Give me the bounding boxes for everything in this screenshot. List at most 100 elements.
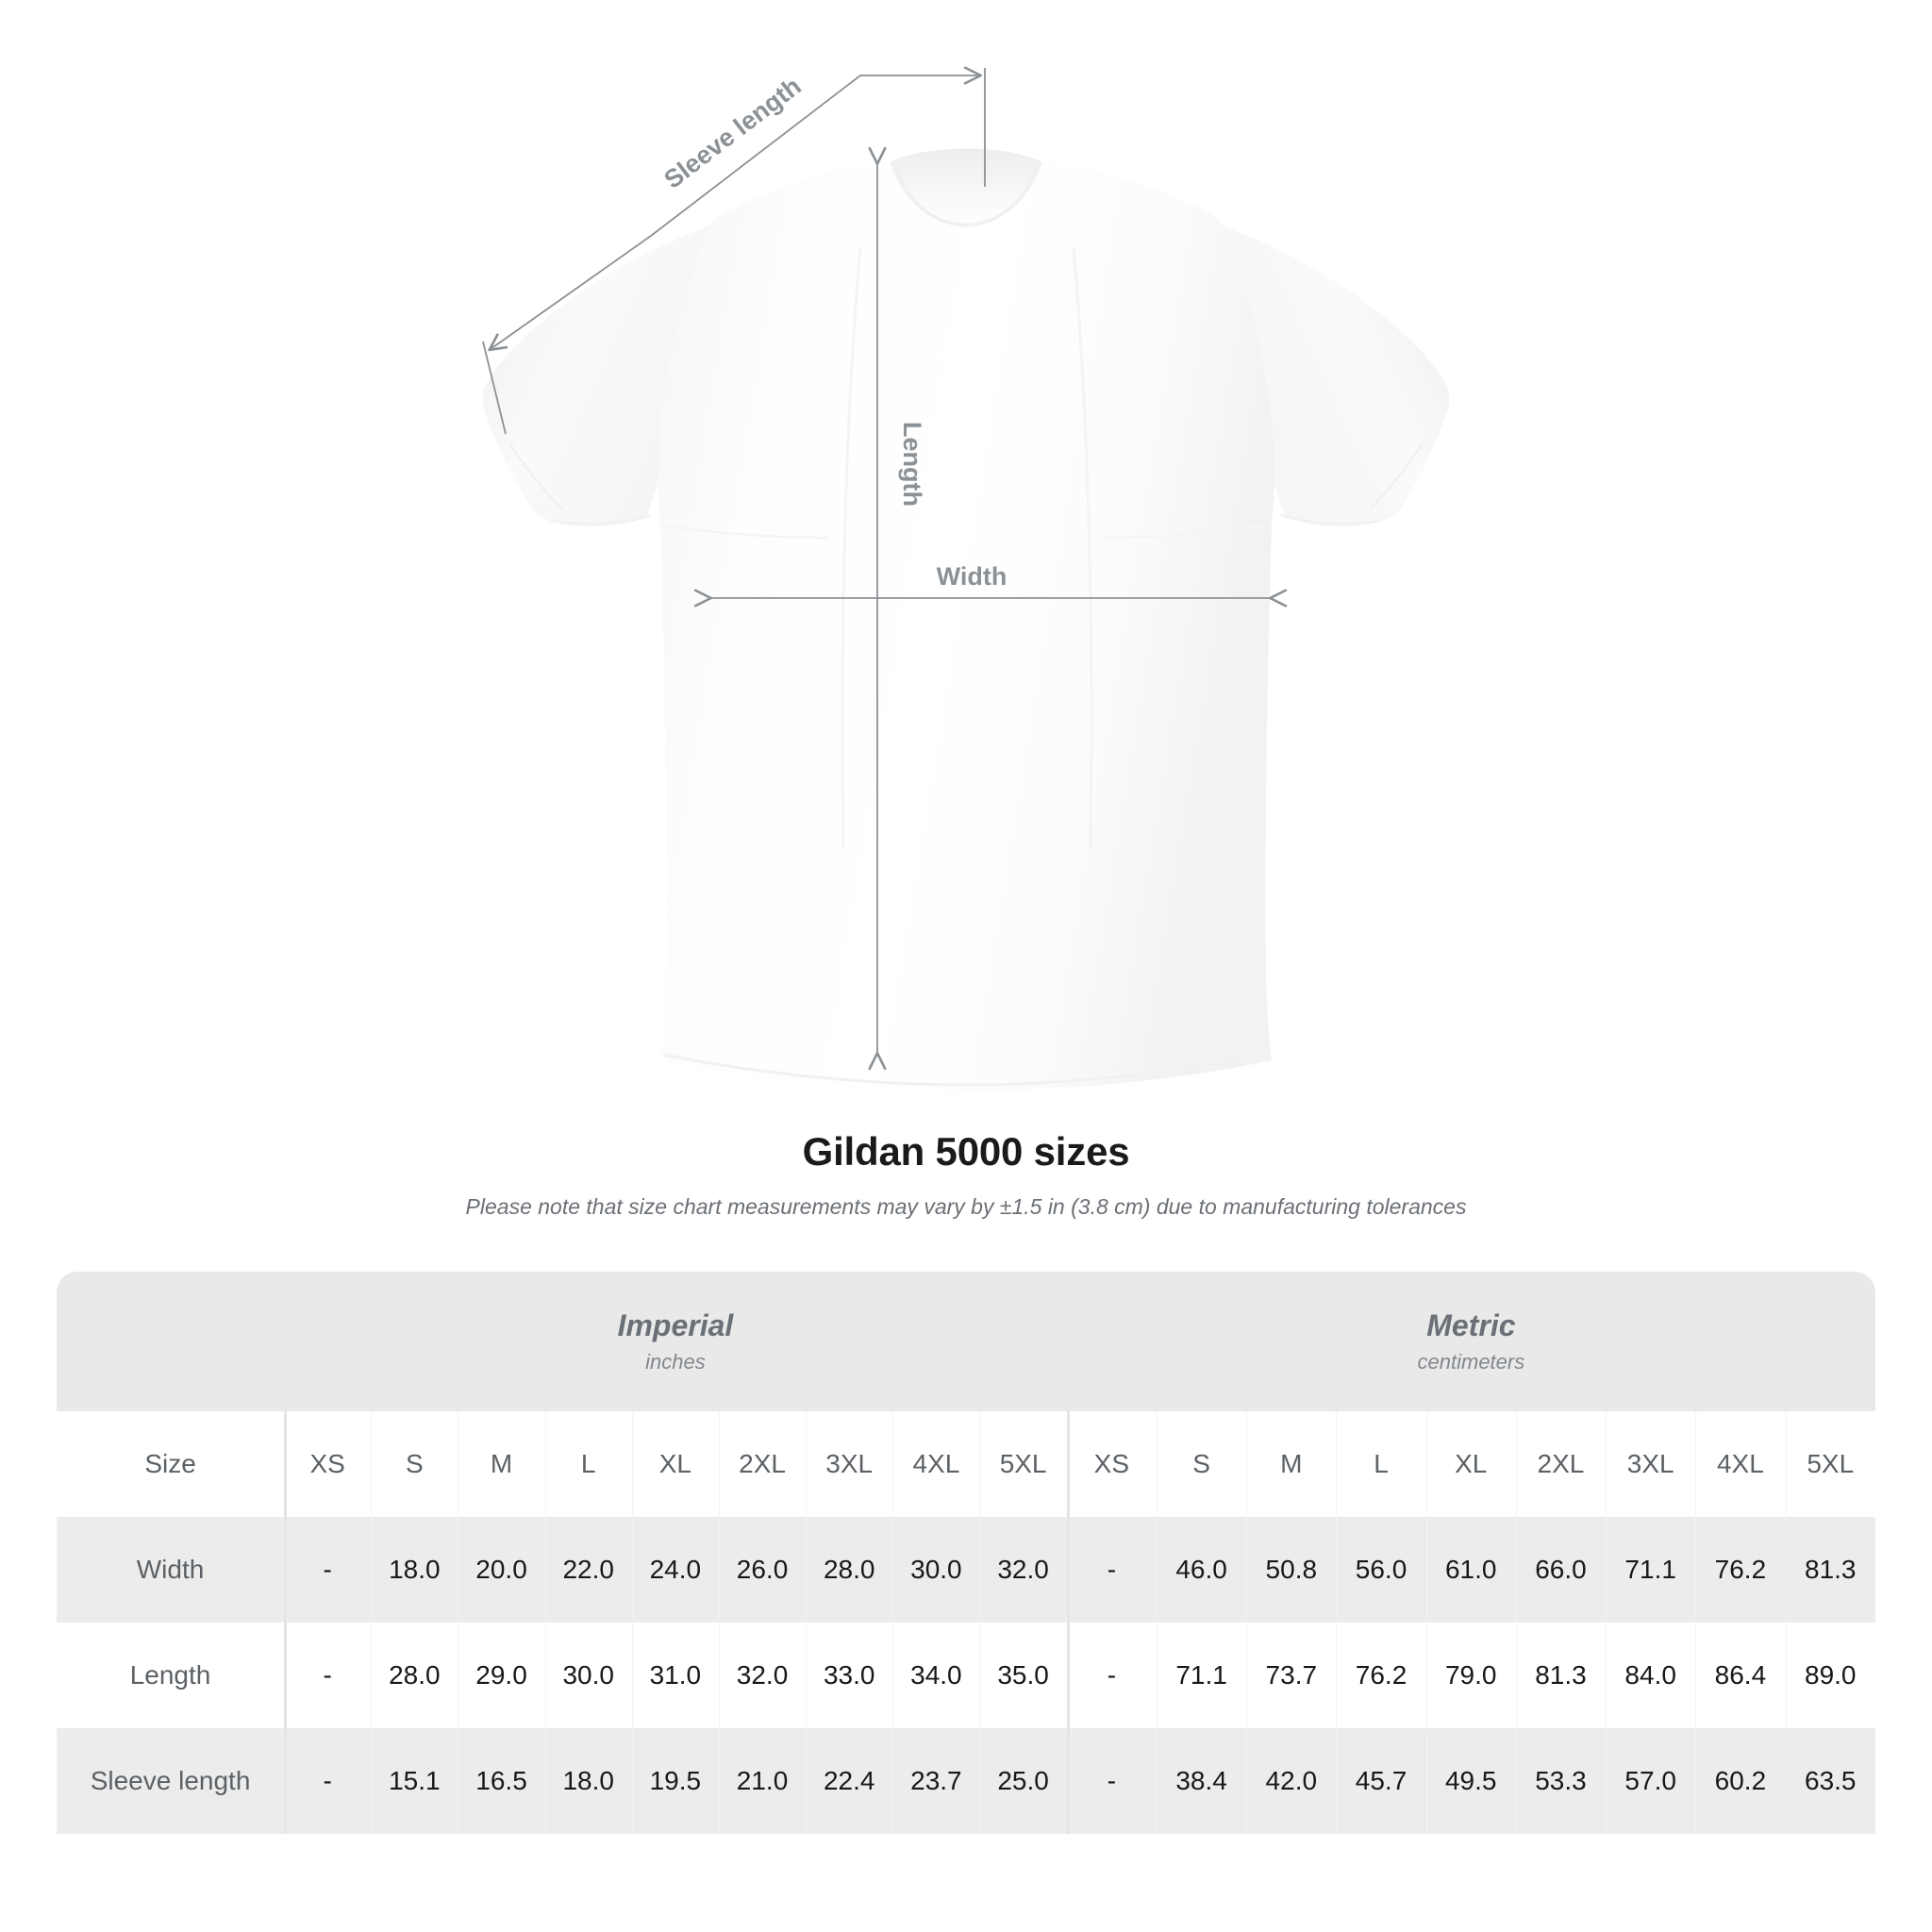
size-header-metric-xs: XS: [1066, 1411, 1157, 1517]
cell-sleeve-metric-xl: 49.5: [1425, 1728, 1516, 1834]
size-header-row: Size XS S M L XL 2XL 3XL 4XL 5XL XS S M …: [57, 1411, 1875, 1517]
title-block: Gildan 5000 sizes Please note that size …: [0, 1129, 1932, 1221]
size-row-label: Size: [57, 1411, 285, 1517]
length-annotation: Length: [868, 146, 926, 1071]
size-header-metric-4xl: 4XL: [1695, 1411, 1786, 1517]
cell-width-metric-5xl: 81.3: [1785, 1517, 1875, 1623]
size-header-imperial-5xl: 5XL: [979, 1411, 1067, 1517]
row-label-length: Length: [57, 1623, 285, 1728]
cell-width-imperial-l: 22.0: [544, 1517, 632, 1623]
cell-width-metric-xs: -: [1066, 1517, 1157, 1623]
cell-sleeve-imperial-5xl: 25.0: [979, 1728, 1067, 1834]
cell-width-metric-l: 56.0: [1336, 1517, 1426, 1623]
size-header-imperial-s: S: [371, 1411, 458, 1517]
cell-length-imperial-l: 30.0: [544, 1623, 632, 1728]
size-table-wrapper: Imperial inches Metric centimeters Size …: [57, 1272, 1875, 1834]
cell-width-metric-2xl: 66.0: [1515, 1517, 1607, 1623]
cell-length-imperial-4xl: 34.0: [892, 1623, 980, 1728]
cell-length-metric-2xl: 81.3: [1515, 1623, 1607, 1728]
tolerance-note: Please note that size chart measurements…: [465, 1194, 1467, 1220]
size-header-imperial-xs: XS: [284, 1411, 372, 1517]
cell-sleeve-metric-2xl: 53.3: [1515, 1728, 1607, 1834]
size-header-metric-m: M: [1246, 1411, 1337, 1517]
cell-width-imperial-s: 18.0: [371, 1517, 458, 1623]
cell-width-imperial-4xl: 30.0: [892, 1517, 980, 1623]
cell-sleeve-imperial-3xl: 22.4: [806, 1728, 893, 1834]
cell-sleeve-imperial-4xl: 23.7: [892, 1728, 980, 1834]
cell-sleeve-metric-xs: -: [1066, 1728, 1157, 1834]
size-header-imperial-xl: XL: [631, 1411, 719, 1517]
cell-length-imperial-3xl: 33.0: [806, 1623, 893, 1728]
cell-length-metric-3xl: 84.0: [1606, 1623, 1696, 1728]
cell-width-metric-3xl: 71.1: [1606, 1517, 1696, 1623]
row-label-width: Width: [57, 1517, 285, 1623]
cell-width-imperial-xl: 24.0: [631, 1517, 719, 1623]
unit-metric-sub: centimeters: [1417, 1349, 1525, 1374]
cell-length-imperial-xs: -: [284, 1623, 372, 1728]
cell-length-metric-l: 76.2: [1336, 1623, 1426, 1728]
cell-width-metric-m: 50.8: [1246, 1517, 1337, 1623]
size-header-imperial-2xl: 2XL: [718, 1411, 807, 1517]
cell-width-metric-4xl: 76.2: [1695, 1517, 1786, 1623]
size-header-metric-l: L: [1336, 1411, 1426, 1517]
cell-sleeve-metric-l: 45.7: [1336, 1728, 1426, 1834]
unit-metric-name: Metric: [1426, 1307, 1516, 1342]
cell-length-metric-4xl: 86.4: [1695, 1623, 1786, 1728]
size-table: Imperial inches Metric centimeters Size …: [57, 1272, 1875, 1834]
cell-length-metric-xl: 79.0: [1425, 1623, 1516, 1728]
cell-length-imperial-xl: 31.0: [631, 1623, 719, 1728]
page-title: Gildan 5000 sizes: [802, 1129, 1130, 1174]
cell-length-imperial-s: 28.0: [371, 1623, 458, 1728]
width-annotation: Width: [693, 562, 1288, 608]
cell-sleeve-imperial-l: 18.0: [544, 1728, 632, 1834]
cell-length-metric-5xl: 89.0: [1785, 1623, 1875, 1728]
table-row: Length - 28.0 29.0 30.0 31.0 32.0 33.0 3…: [57, 1623, 1875, 1728]
size-header-imperial-m: M: [458, 1411, 545, 1517]
cell-sleeve-metric-3xl: 57.0: [1606, 1728, 1696, 1834]
cell-width-imperial-3xl: 28.0: [806, 1517, 893, 1623]
cell-width-imperial-xs: -: [284, 1517, 372, 1623]
cell-sleeve-metric-s: 38.4: [1156, 1728, 1247, 1834]
size-header-metric-3xl: 3XL: [1606, 1411, 1696, 1517]
width-label: Width: [937, 562, 1008, 591]
size-header-metric-5xl: 5XL: [1785, 1411, 1875, 1517]
tshirt-diagram: Sleeve length Length Width: [482, 66, 1449, 1091]
cell-width-imperial-2xl: 26.0: [718, 1517, 807, 1623]
size-header-metric-s: S: [1156, 1411, 1247, 1517]
size-header-metric-xl: XL: [1425, 1411, 1516, 1517]
cell-sleeve-imperial-xl: 19.5: [631, 1728, 719, 1834]
unit-imperial-name: Imperial: [617, 1307, 734, 1342]
cell-width-metric-xl: 61.0: [1425, 1517, 1516, 1623]
unit-spacer-cell: [57, 1272, 285, 1411]
size-header-imperial-3xl: 3XL: [806, 1411, 893, 1517]
size-header-imperial-4xl: 4XL: [892, 1411, 980, 1517]
cell-sleeve-imperial-xs: -: [284, 1728, 372, 1834]
cell-width-imperial-5xl: 32.0: [979, 1517, 1067, 1623]
table-row: Sleeve length - 15.1 16.5 18.0 19.5 21.0…: [57, 1728, 1875, 1834]
cell-sleeve-imperial-m: 16.5: [458, 1728, 545, 1834]
size-header-metric-2xl: 2XL: [1515, 1411, 1607, 1517]
unit-metric-cell: Metric centimeters: [1066, 1272, 1875, 1411]
cell-sleeve-imperial-2xl: 21.0: [718, 1728, 807, 1834]
unit-imperial-cell: Imperial inches: [284, 1272, 1067, 1411]
size-header-imperial-l: L: [544, 1411, 632, 1517]
cell-width-imperial-m: 20.0: [458, 1517, 545, 1623]
cell-length-imperial-m: 29.0: [458, 1623, 545, 1728]
tshirt-illustration: Sleeve length Length Width: [482, 66, 1449, 1091]
cell-length-imperial-2xl: 32.0: [718, 1623, 807, 1728]
cell-sleeve-metric-5xl: 63.5: [1785, 1728, 1875, 1834]
cell-width-metric-s: 46.0: [1156, 1517, 1247, 1623]
unit-imperial-sub: inches: [645, 1349, 706, 1374]
table-row: Width - 18.0 20.0 22.0 24.0 26.0 28.0 30…: [57, 1517, 1875, 1623]
cell-length-metric-m: 73.7: [1246, 1623, 1337, 1728]
row-label-sleeve-length: Sleeve length: [57, 1728, 285, 1834]
unit-header-row: Imperial inches Metric centimeters: [57, 1272, 1875, 1411]
tshirt-shape: [483, 148, 1449, 1091]
cell-length-metric-s: 71.1: [1156, 1623, 1247, 1728]
cell-length-imperial-5xl: 35.0: [979, 1623, 1067, 1728]
cell-length-metric-xs: -: [1066, 1623, 1157, 1728]
cell-sleeve-metric-4xl: 60.2: [1695, 1728, 1786, 1834]
length-label: Length: [898, 422, 926, 507]
cell-sleeve-imperial-s: 15.1: [371, 1728, 458, 1834]
